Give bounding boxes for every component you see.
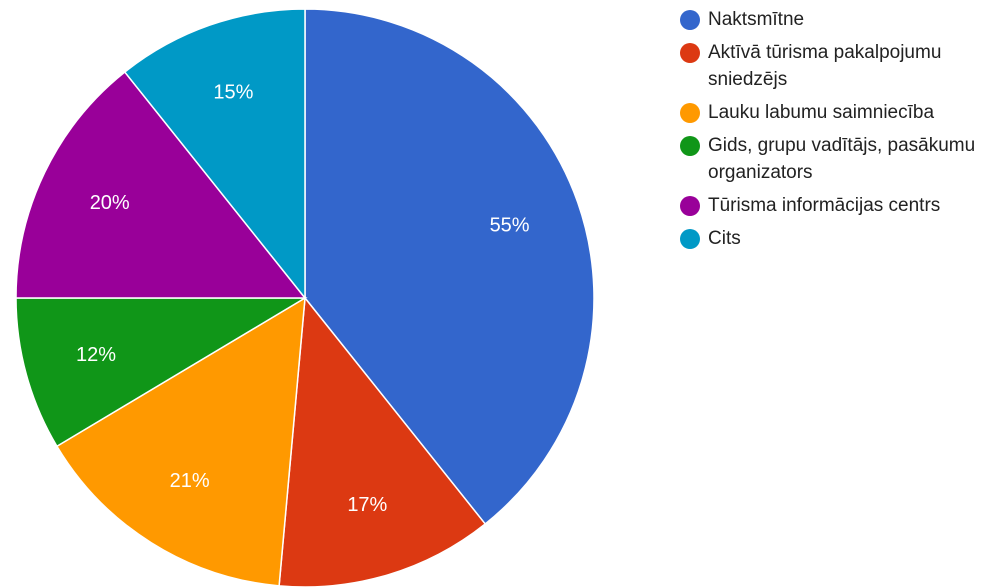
- legend-item: Naktsmītne: [680, 6, 980, 33]
- legend-label: Gids, grupu vadītājs, pasākumu organizat…: [708, 135, 976, 183]
- legend-swatch: [680, 43, 700, 63]
- legend-label: Lauku labumu saimniecība: [708, 102, 935, 123]
- data-label: 55%: [490, 215, 530, 237]
- legend-item: Tūrisma informācijas centrs: [680, 192, 980, 219]
- legend-label: Naktsmītne: [708, 9, 805, 30]
- pie-slice: [15, 70, 307, 299]
- data-label: 17%: [347, 494, 387, 516]
- legend-swatch: [680, 136, 700, 156]
- legend: Naktsmītne Aktīvā tūrisma pakalpojumu sni…: [680, 6, 980, 258]
- pie-slice: [15, 297, 308, 448]
- legend-swatch: [680, 229, 700, 249]
- legend-label: Tūrisma informācijas centrs: [708, 195, 941, 216]
- pie-slice: [55, 296, 306, 587]
- legend-swatch: [680, 196, 700, 216]
- legend-item: Gids, grupu vadītājs, pasākumu organizat…: [680, 132, 980, 186]
- pie-slice: [278, 296, 487, 588]
- data-label: 15%: [213, 82, 253, 104]
- pie-slice: [304, 8, 595, 526]
- legend-item: Lauku labumu saimniecība: [680, 99, 980, 126]
- data-label: 12%: [76, 344, 116, 366]
- legend-label: Aktīvā tūrisma pakalpojumu sniedzējs: [708, 42, 942, 90]
- legend-item: Aktīvā tūrisma pakalpojumu sniedzējs: [680, 39, 980, 93]
- data-label: 20%: [90, 192, 130, 214]
- data-label: 21%: [170, 470, 210, 492]
- legend-swatch: [680, 10, 700, 30]
- legend-label: Cits: [708, 228, 741, 249]
- pie-slice: [123, 8, 306, 301]
- legend-swatch: [680, 103, 700, 123]
- legend-item: Cits: [680, 225, 980, 252]
